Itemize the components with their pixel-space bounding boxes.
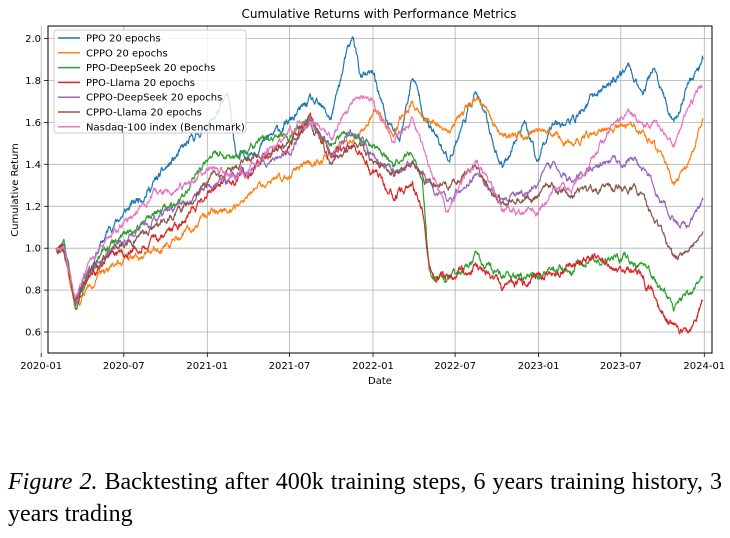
legend-entry: CPPO 20 epochs (86, 48, 168, 59)
y-tick-label: 1.8 (25, 76, 41, 87)
x-tick-label: 2020-01 (20, 361, 62, 372)
x-tick-label: 2024-01 (683, 361, 725, 372)
y-tick-label: 1.4 (25, 160, 41, 171)
series-line-4 (55, 112, 704, 335)
x-axis-ticks: 2020-01 2020-07 2021-01 2021-07 2022-01 2022-… (20, 353, 725, 372)
y-axis-ticks: 0.6 0.8 1.0 1.2 1.4 1.6 1.8 2.0 (25, 34, 48, 339)
legend-box (53, 29, 247, 134)
y-axis-title: Cumulative Return (10, 143, 21, 236)
chart-title: Cumulative Returns with Performance Metr… (242, 7, 517, 21)
plot-frame (47, 25, 713, 354)
series-line-3 (55, 119, 704, 312)
x-tick-label: 2023-07 (600, 361, 642, 372)
figure-caption: Figure 2. Backtesting after 400k trainin… (8, 466, 722, 530)
y-tick-label: 1.6 (25, 118, 41, 129)
series-line-5 (55, 116, 704, 305)
caption-text: Backtesting after 400k training steps, 6… (8, 469, 722, 527)
legend-entry: CPPO-Llama 20 epochs (86, 108, 202, 119)
y-tick-label: 0.8 (25, 286, 41, 297)
series-line-7 (55, 84, 704, 299)
y-tick-label: 2.0 (25, 34, 41, 45)
series-line-1 (55, 36, 704, 303)
x-tick-label: 2020-07 (103, 361, 145, 372)
legend-entry: PPO-DeepSeek 20 epochs (86, 63, 215, 74)
series-line-2 (55, 96, 704, 310)
figure-label: Figure 2. (8, 469, 98, 495)
x-axis-title: Date (368, 376, 392, 387)
x-tick-label: 2021-01 (186, 361, 228, 372)
legend-entry: PPO-Llama 20 epochs (86, 78, 195, 89)
cumulative-returns-chart: Cumulative Returns with Performance Metr… (10, 7, 725, 387)
x-tick-label: 2021-07 (269, 361, 311, 372)
legend-entry: CPPO-DeepSeek 20 epochs (86, 93, 222, 104)
legend-entry: PPO 20 epochs (86, 34, 161, 45)
y-tick-label: 0.6 (25, 328, 41, 339)
legend: PPO 20 epochs CPPO 20 epochs PPO-DeepSeek … (53, 29, 247, 134)
x-tick-label: 2022-01 (352, 361, 394, 372)
x-tick-label: 2022-07 (434, 361, 476, 372)
y-tick-label: 1.0 (25, 244, 41, 255)
legend-entry: Nasdaq-100 index (Benchmark) (86, 122, 245, 133)
y-tick-label: 1.2 (25, 202, 41, 213)
series-line-6 (55, 122, 704, 303)
x-tick-label: 2023-01 (518, 361, 560, 372)
series-lines (55, 36, 704, 335)
